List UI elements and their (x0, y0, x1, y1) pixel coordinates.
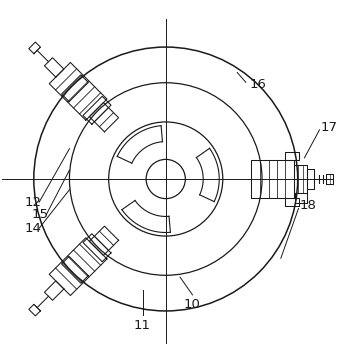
Text: 10: 10 (184, 299, 201, 311)
Text: 17: 17 (321, 121, 338, 134)
Text: 12: 12 (25, 196, 42, 209)
Text: 15: 15 (32, 208, 49, 221)
Text: 11: 11 (134, 319, 151, 332)
Text: 16: 16 (249, 78, 266, 91)
Text: 14: 14 (25, 222, 42, 235)
Text: 18: 18 (300, 199, 316, 212)
